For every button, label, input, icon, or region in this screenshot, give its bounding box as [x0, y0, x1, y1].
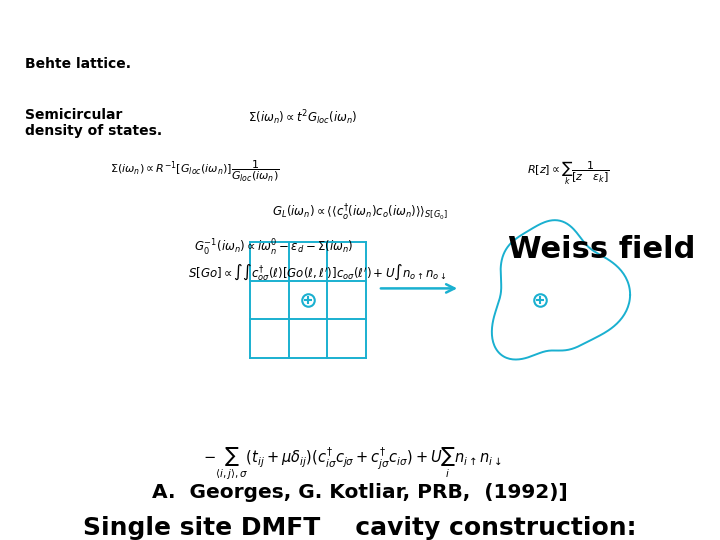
Text: $R[z]\propto\sum_k\dfrac{1}{[z\quad\epsilon_k]}$: $R[z]\propto\sum_k\dfrac{1}{[z\quad\epsi…	[527, 159, 611, 187]
Text: $\Sigma(i\omega_n)\propto R^{-1}[G_{loc}(i\omega_n)]\dfrac{1}{G_{loc}(i\omega_n): $\Sigma(i\omega_n)\propto R^{-1}[G_{loc}…	[109, 159, 279, 184]
Text: $-\sum_{\langle i,j\rangle,\sigma}(t_{ij}+\mu\delta_{ij})(c^{\dagger}_{i\sigma}c: $-\sum_{\langle i,j\rangle,\sigma}(t_{ij…	[203, 446, 503, 482]
Text: $G_0^{-1}(i\omega_n)\propto i\omega_n^0 - \epsilon_d - \Sigma(i\omega_n)$: $G_0^{-1}(i\omega_n)\propto i\omega_n^0 …	[194, 238, 354, 258]
Text: Weiss field: Weiss field	[508, 235, 695, 264]
Text: $\Sigma(i\omega_n)\propto t^2G_{loc}(i\omega_n)$: $\Sigma(i\omega_n)\propto t^2G_{loc}(i\o…	[248, 108, 357, 127]
Text: Single site DMFT    cavity construction:: Single site DMFT cavity construction:	[84, 516, 636, 539]
Text: A.  Georges, G. Kotliar, PRB,  (1992)]: A. Georges, G. Kotliar, PRB, (1992)]	[152, 483, 568, 502]
Text: Semicircular
density of states.: Semicircular density of states.	[25, 108, 162, 138]
Text: $G_L(i\omega_n)\propto\langle\langle c^{\dagger}_o(i\omega_n)c_o(i\omega_n)\rang: $G_L(i\omega_n)\propto\langle\langle c^{…	[272, 202, 448, 222]
Text: Behte lattice.: Behte lattice.	[25, 57, 131, 71]
Text: $S[Go]\propto\int\int c^{\dagger}_{o\sigma}(\ell)[Go(\ell,\ell')]c_{o\sigma}(\el: $S[Go]\propto\int\int c^{\dagger}_{o\sig…	[187, 262, 446, 282]
